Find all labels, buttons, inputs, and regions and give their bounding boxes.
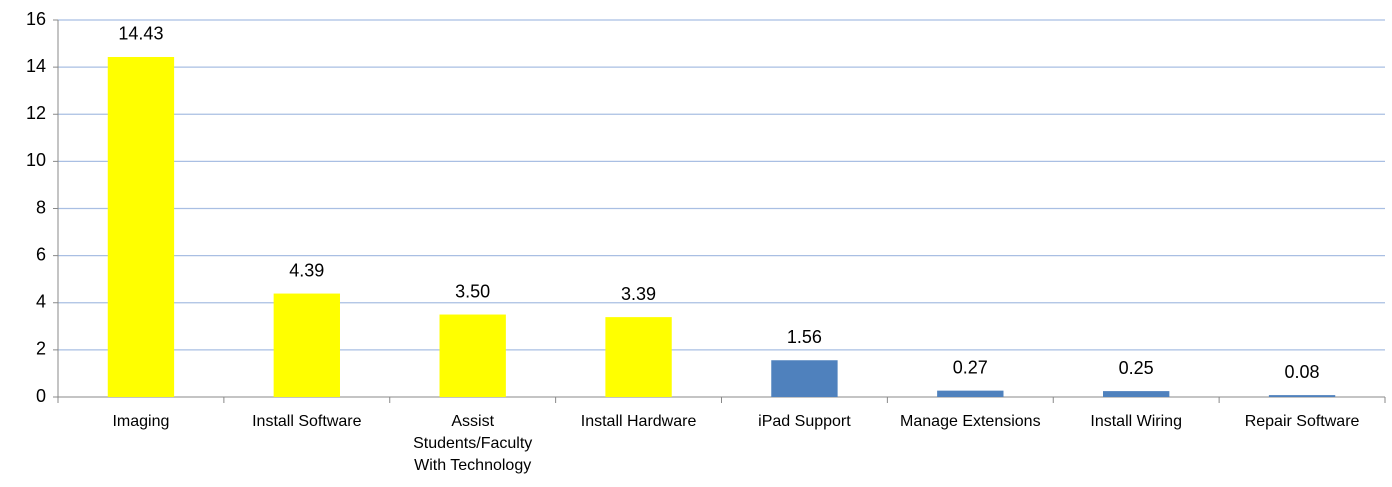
x-tick-label: Install Software: [252, 413, 362, 430]
y-tick-label: 2: [36, 339, 46, 359]
bar: [1268, 395, 1336, 397]
data-label: 0.27: [953, 357, 988, 377]
x-tick-label: Repair Software: [1244, 413, 1360, 430]
y-tick-label: 4: [36, 292, 46, 312]
y-tick-label: 14: [26, 56, 46, 76]
bar: [771, 360, 838, 397]
bar: [107, 56, 175, 397]
y-tick-label: 16: [26, 9, 46, 29]
data-label: 0.08: [1285, 362, 1320, 382]
y-tick-label: 10: [26, 150, 46, 170]
data-label: 3.39: [621, 284, 656, 304]
y-tick-label: 12: [26, 103, 46, 123]
data-label: 3.50: [455, 281, 490, 301]
x-tick-label: iPad Support: [758, 413, 851, 430]
x-tick-label: Imaging: [112, 413, 170, 430]
y-tick-label: 0: [36, 386, 46, 406]
x-tick-label: Assist Students/Faculty With Technology: [413, 413, 533, 474]
x-tick-label: Manage Extensions: [900, 413, 1041, 430]
bar: [439, 314, 506, 397]
bar: [1103, 391, 1170, 397]
data-label: 4.39: [289, 260, 324, 280]
data-label: 14.43: [118, 24, 163, 44]
x-tick-label: Install Hardware: [580, 413, 697, 430]
data-label: 0.25: [1119, 358, 1154, 378]
bar: [605, 317, 672, 397]
x-tick-label: Install Wiring: [1090, 413, 1182, 430]
data-label: 1.56: [787, 327, 822, 347]
y-tick-label: 6: [36, 244, 46, 264]
y-tick-label: 8: [36, 197, 46, 217]
bar: [273, 293, 340, 397]
bar: [937, 390, 1004, 397]
